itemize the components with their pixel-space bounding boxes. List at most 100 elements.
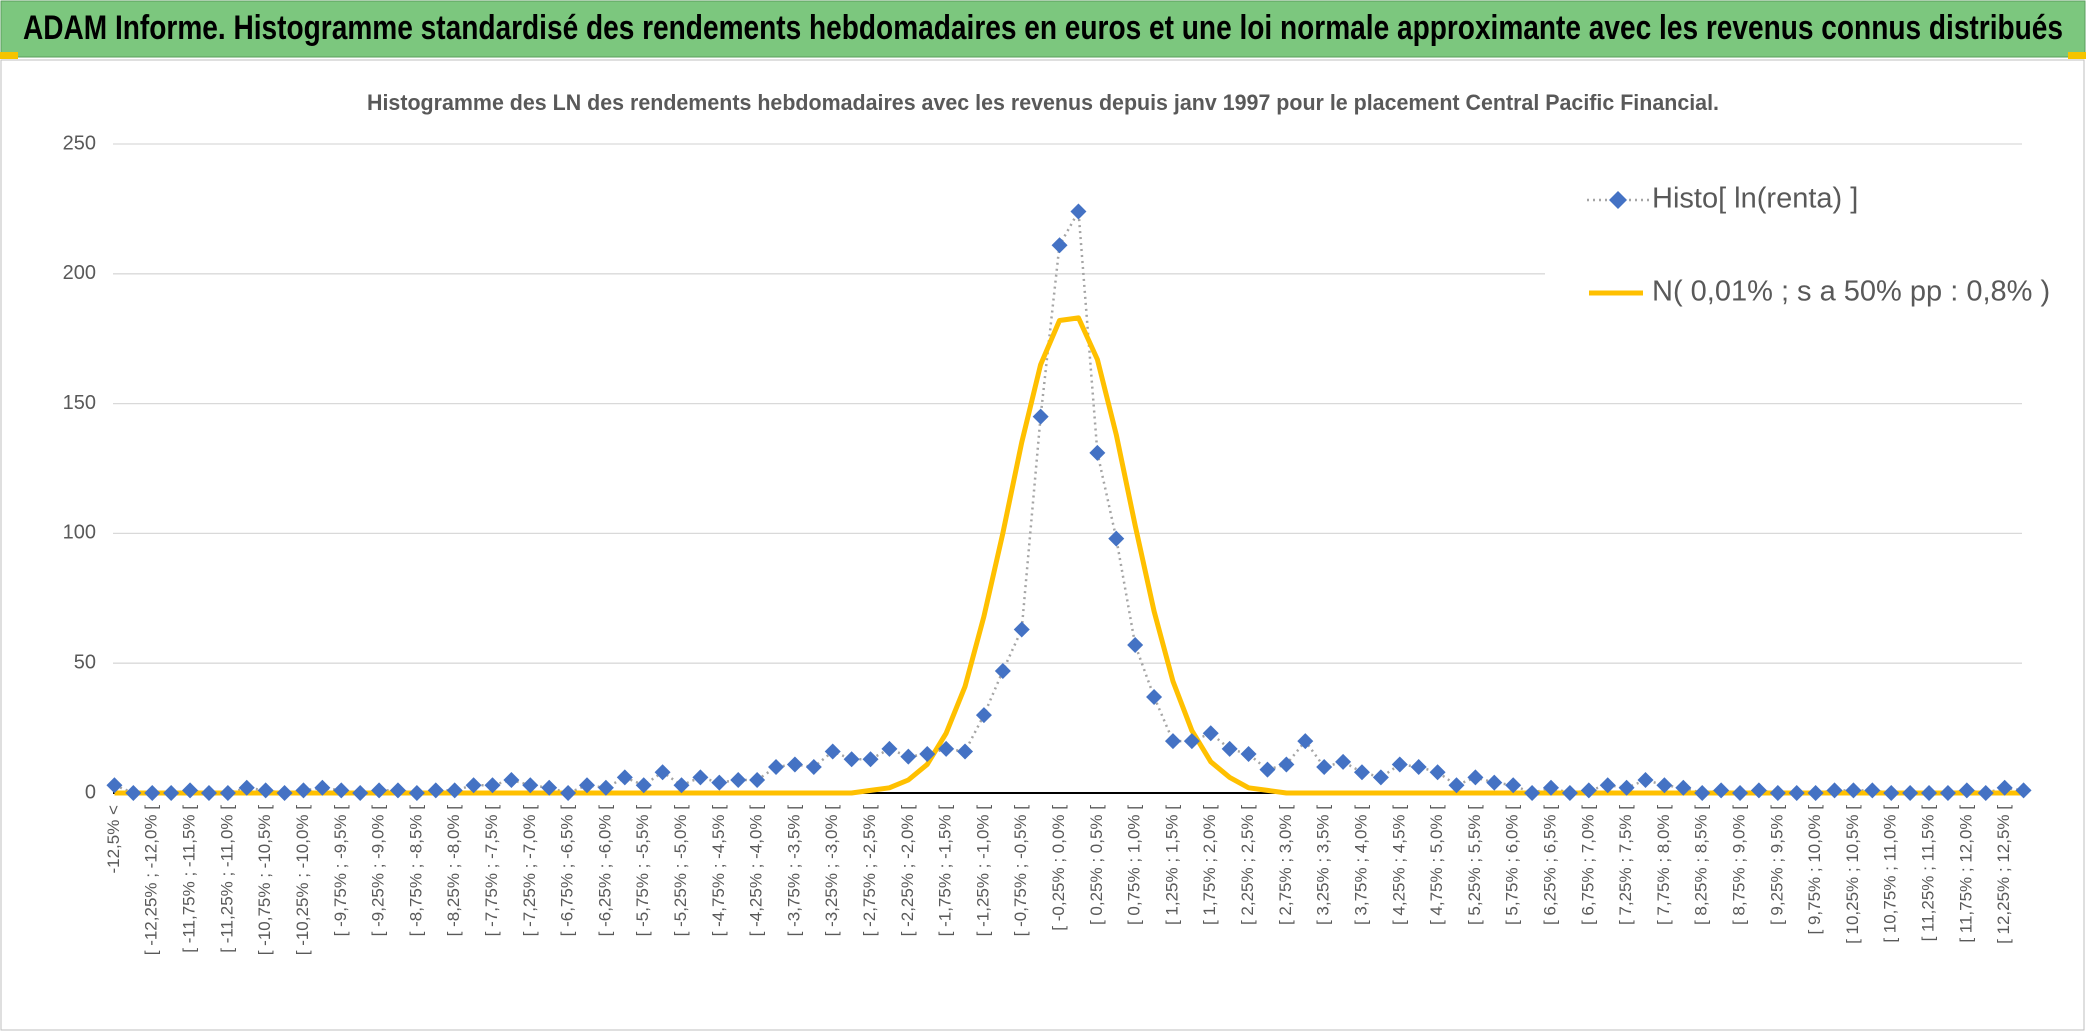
marker <box>1675 779 1692 796</box>
x-tick-label: [ -8,25% ; -8,0% [ <box>444 805 463 937</box>
marker <box>1297 733 1314 750</box>
marker <box>1637 772 1654 789</box>
x-tick-label: [ 2,25% ; 2,5% [ <box>1238 805 1257 925</box>
marker <box>749 772 766 789</box>
marker <box>654 764 671 781</box>
x-tick-label: [ 0,75% ; 1,0% [ <box>1125 805 1144 925</box>
x-tick-label: -12,5% < <box>104 805 123 874</box>
page-title: ADAM Informe. Histogramme standardisé de… <box>23 9 2063 47</box>
x-tick-label: [ -7,25% ; -7,0% [ <box>520 805 539 937</box>
x-tick-label: [ -3,75% ; -3,5% [ <box>784 805 803 937</box>
chart-frame <box>0 59 2085 1031</box>
marker <box>881 740 898 757</box>
marker <box>1750 782 1767 799</box>
x-tick-label: [ -2,25% ; -2,0% [ <box>898 805 917 937</box>
x-tick-label: [ -4,75% ; -4,5% [ <box>709 805 728 937</box>
marker <box>579 777 595 794</box>
marker <box>541 779 558 796</box>
marker <box>1429 764 1446 781</box>
corner-mark <box>2068 52 2086 59</box>
marker <box>1618 779 1635 796</box>
marker <box>314 779 331 796</box>
x-tick-label: [ -9,75% ; -9,5% [ <box>331 805 350 937</box>
x-tick-label: [ 1,75% ; 2,0% [ <box>1200 805 1219 925</box>
y-tick-label: 150 <box>63 392 96 414</box>
marker <box>597 779 614 796</box>
x-tick-label: [ 11,25% ; 11,5% [ <box>1919 805 1938 942</box>
x-tick-label: [ 5,75% ; 6,0% [ <box>1503 805 1522 925</box>
marker <box>1032 408 1049 425</box>
x-tick-label: [ -0,25% ; 0,0% [ <box>1049 805 1068 931</box>
x-tick-label: [ 10,25% ; 10,5% [ <box>1843 805 1862 944</box>
marker <box>1127 637 1144 654</box>
marker <box>1561 785 1578 801</box>
x-tick-label: [ -12,25% ; -12,0% [ <box>142 805 161 956</box>
marker <box>106 777 123 794</box>
marker <box>730 772 747 789</box>
marker <box>919 746 936 763</box>
x-tick-label: [ 2,75% ; 3,0% [ <box>1276 805 1295 925</box>
x-tick-label: [ -2,75% ; -2,5% [ <box>860 805 879 937</box>
marker <box>1353 764 1370 781</box>
x-tick-label: [ -5,75% ; -5,5% [ <box>633 805 652 937</box>
marker <box>1486 774 1503 791</box>
marker <box>1316 759 1333 776</box>
x-tick-label: [ 9,25% ; 9,5% [ <box>1767 805 1786 925</box>
marker <box>824 743 841 760</box>
x-tick-label: [ 7,25% ; 7,5% [ <box>1616 805 1635 925</box>
marker <box>1335 753 1352 770</box>
x-tick-label: [ 11,75% ; 12,0% [ <box>1956 805 1975 943</box>
x-tick-label: [ -0,75% ; -0,5% [ <box>1011 805 1030 937</box>
marker <box>1259 761 1276 778</box>
marker <box>786 756 803 773</box>
marker <box>1505 777 1522 794</box>
marker <box>389 782 406 799</box>
chart-title: Histogramme des LN des rendements hebdom… <box>367 90 1719 115</box>
marker <box>1732 785 1749 801</box>
marker <box>938 740 955 757</box>
marker <box>1013 621 1030 638</box>
x-tick-label: [ -6,75% ; -6,5% [ <box>558 805 577 937</box>
marker <box>1183 733 1200 750</box>
x-tick-label: [ 3,75% ; 4,0% [ <box>1351 805 1370 925</box>
legend-label: N( 0,01% ; s a 50% pp : 0,8% ) <box>1652 276 2050 308</box>
marker <box>125 785 142 801</box>
marker <box>371 782 388 799</box>
marker <box>1146 688 1163 705</box>
marker <box>1221 740 1238 757</box>
marker <box>1202 725 1219 742</box>
x-tick-label: [ 7,75% ; 8,0% [ <box>1654 805 1673 925</box>
marker <box>2015 782 2032 799</box>
marker <box>635 777 652 794</box>
legend-label: Histo[ ln(renta) ] <box>1652 183 1858 215</box>
x-tick-label: [ -5,25% ; -5,0% [ <box>671 805 690 937</box>
marker <box>333 782 350 799</box>
marker <box>1108 530 1125 547</box>
marker <box>1599 777 1616 794</box>
x-tick-label: [ -6,25% ; -6,0% [ <box>595 805 614 937</box>
y-tick-label: 250 <box>63 132 96 154</box>
marker <box>1713 782 1730 799</box>
x-tick-label: [ -11,25% ; -11,0% [ <box>217 805 236 953</box>
marker <box>238 779 255 796</box>
marker <box>276 785 293 801</box>
marker <box>465 777 482 794</box>
marker <box>1864 782 1881 799</box>
marker <box>522 777 539 794</box>
marker <box>975 707 992 724</box>
marker <box>692 769 709 786</box>
marker <box>994 662 1011 679</box>
legend-box <box>1545 158 2025 338</box>
marker <box>1883 785 1900 801</box>
marker <box>1939 785 1956 801</box>
marker <box>1240 746 1257 763</box>
marker <box>711 774 728 791</box>
marker <box>1958 782 1975 799</box>
x-tick-label: [ -9,25% ; -9,0% [ <box>369 805 388 937</box>
marker <box>1656 777 1673 794</box>
y-tick-label: 0 <box>85 781 96 803</box>
x-tick-label: [ -11,75% ; -11,5% [ <box>180 805 199 953</box>
marker <box>219 785 236 801</box>
